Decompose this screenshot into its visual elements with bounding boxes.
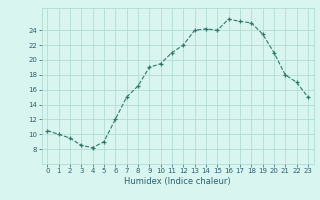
X-axis label: Humidex (Indice chaleur): Humidex (Indice chaleur) [124, 177, 231, 186]
